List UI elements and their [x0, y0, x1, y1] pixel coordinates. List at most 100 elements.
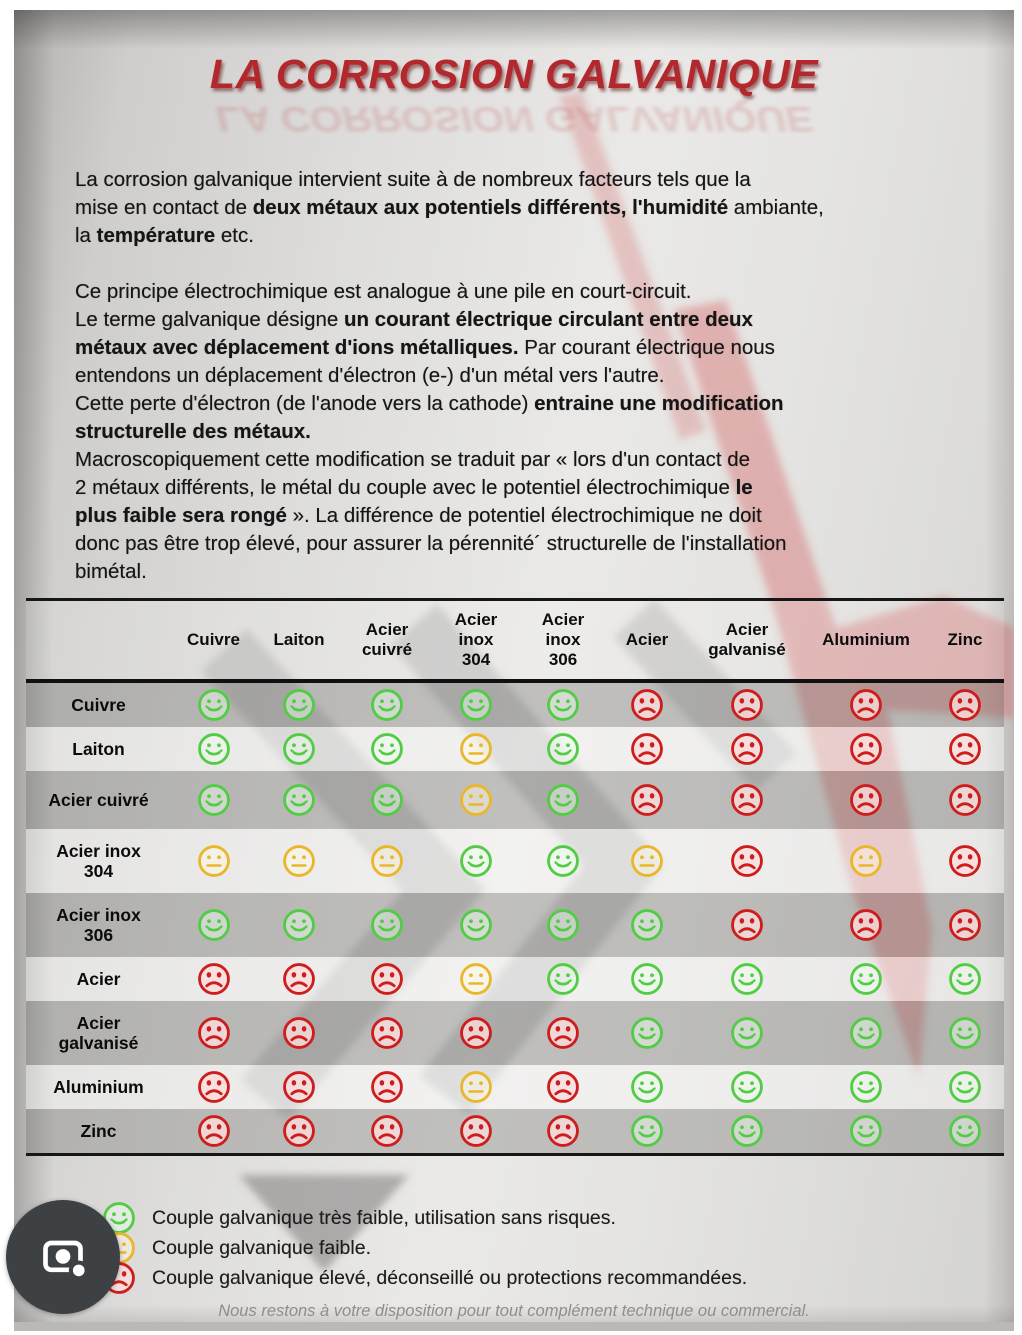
table-cell — [546, 688, 580, 722]
table-cell — [730, 1114, 764, 1148]
column-header: Acier inox 304 — [454, 609, 498, 670]
table-row: Acier inox 306 — [26, 893, 1004, 957]
table-cell — [630, 783, 664, 817]
table-row: Acier cuivré — [26, 771, 1004, 829]
smiley-sad-icon — [371, 1017, 403, 1049]
row-header: Cuivre — [71, 694, 126, 715]
smiley-sad-icon — [197, 963, 230, 995]
smiley-happy-icon — [731, 1115, 763, 1147]
smiley-happy-icon — [460, 909, 492, 941]
smiley-happy-icon — [547, 963, 579, 995]
smiley-happy-icon — [850, 1071, 882, 1103]
table-cell — [282, 1114, 316, 1148]
table-cell — [282, 962, 316, 996]
column-header: Laiton — [273, 629, 325, 649]
smiley-happy-icon — [547, 784, 579, 816]
smiley-neutral-icon — [460, 963, 492, 995]
table-cell — [370, 1016, 404, 1050]
table-cell — [630, 908, 664, 942]
table-row: Acier inox 304 — [26, 829, 1004, 893]
table-cell — [370, 688, 404, 722]
smiley-happy-icon — [547, 845, 579, 877]
table-cell — [197, 732, 231, 766]
table-cell — [948, 732, 982, 766]
google-lens-button[interactable] — [6, 1200, 120, 1314]
table-cell — [546, 1070, 580, 1104]
table-cell — [849, 688, 883, 722]
table-cell — [730, 783, 764, 817]
table-cell — [197, 1016, 231, 1050]
paragraph: Ce principe électrochimique est analogue… — [75, 278, 985, 586]
legend-text: Couple galvanique faible. — [152, 1236, 371, 1259]
smiley-sad-icon — [731, 689, 763, 721]
smiley-happy-icon — [371, 733, 403, 765]
smiley-sad-icon — [371, 1115, 403, 1147]
row-header: Zinc — [80, 1120, 117, 1141]
table-cell — [630, 1016, 664, 1050]
table-cell — [948, 783, 982, 817]
table-row: Cuivre — [26, 683, 1004, 727]
text-line: plus faible sera rongé ». La différence … — [75, 504, 762, 527]
google-lens-camera-icon — [43, 1240, 89, 1281]
smiley-happy-icon — [371, 909, 403, 941]
table-cell — [948, 1016, 982, 1050]
page-title-reflection: LA CORROSION GALVANIQUE — [215, 99, 813, 139]
smiley-happy-icon — [283, 784, 315, 816]
table-cell — [546, 1114, 580, 1148]
table-cell — [849, 1114, 883, 1148]
table-cell — [630, 1070, 664, 1104]
smiley-sad-icon — [850, 909, 882, 941]
smiley-happy-icon — [631, 1017, 663, 1049]
table-cell — [849, 783, 883, 817]
smiley-sad-icon — [731, 909, 763, 941]
table-cell — [849, 908, 883, 942]
smiley-happy-icon — [283, 733, 315, 765]
table-cell — [197, 908, 231, 942]
table-cell — [948, 844, 982, 878]
table-cell — [282, 844, 316, 878]
text-line: Le terme galvanique désigne un courant é… — [75, 308, 753, 331]
table-cell — [948, 688, 982, 722]
smiley-happy-icon — [731, 1071, 763, 1103]
table-cell — [849, 1070, 883, 1104]
table-cell — [546, 732, 580, 766]
legend-item: Couple galvanique très faible, utilisati… — [102, 1202, 747, 1234]
column-header: Acier galvanisé — [708, 619, 786, 659]
table-cell — [730, 908, 764, 942]
text-line: la température etc. — [75, 224, 254, 247]
row-header: Acier — [76, 968, 121, 989]
table-cell — [730, 1016, 764, 1050]
smiley-happy-icon — [949, 1071, 981, 1103]
row-header: Laiton — [72, 738, 125, 759]
smiley-happy-icon — [949, 1017, 981, 1049]
table-cell — [459, 1114, 493, 1148]
smiley-happy-icon — [631, 963, 663, 995]
table-cell — [282, 1016, 316, 1050]
table-cell — [282, 688, 316, 722]
text-line: bimétal. — [75, 560, 147, 583]
table-cell — [197, 962, 231, 996]
smiley-sad-icon — [547, 1071, 579, 1103]
page-bottom-strip — [14, 1322, 1014, 1331]
compatibility-table: Cuivre Laiton Acier cuivré Acier inox 304 Ac… — [26, 598, 1004, 1156]
text-line: métaux avec déplacement d'ions métalliqu… — [75, 336, 775, 359]
smiley-sad-icon — [631, 733, 663, 765]
intro-paragraphs: La corrosion galvanique intervient suite… — [75, 166, 985, 614]
smiley-sad-icon — [283, 1071, 315, 1103]
column-header: Acier — [625, 629, 669, 649]
table-cell — [282, 783, 316, 817]
smiley-sad-icon — [197, 1115, 230, 1147]
table-cell — [459, 1016, 493, 1050]
slide-document: LA CORROSION GALVANIQUE LA CORROSION GAL… — [14, 10, 1014, 1331]
text-line: La corrosion galvanique intervient suite… — [75, 168, 751, 191]
table-cell — [948, 908, 982, 942]
table-cell — [459, 783, 493, 817]
table-cell — [849, 732, 883, 766]
table-cell — [849, 844, 883, 878]
smiley-happy-icon — [850, 963, 882, 995]
table-cell — [730, 962, 764, 996]
smiley-happy-icon — [197, 909, 230, 941]
smiley-sad-icon — [283, 963, 315, 995]
table-cell — [282, 732, 316, 766]
table-cell — [730, 732, 764, 766]
